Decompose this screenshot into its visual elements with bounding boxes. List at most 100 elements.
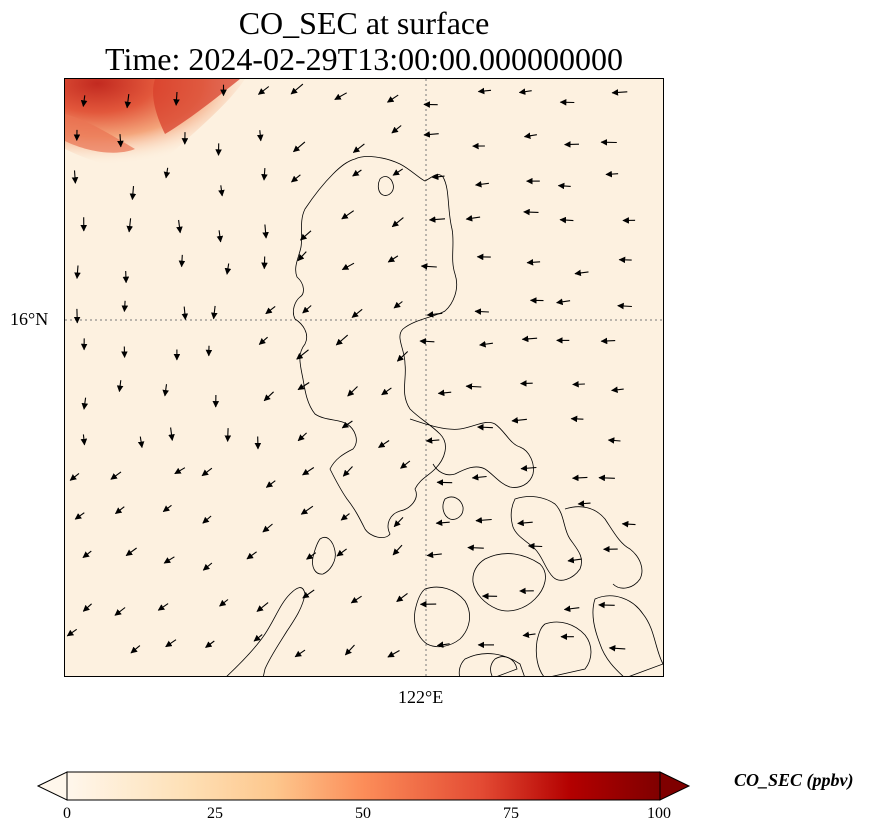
wind-arrow (130, 645, 141, 654)
wind-arrow (262, 523, 273, 533)
wind-arrow (256, 602, 269, 612)
wind-arrow (297, 251, 307, 262)
colorbar-gradient (66, 771, 661, 801)
wind-arrow (181, 306, 189, 321)
wind-arrow (611, 89, 628, 96)
wind-arrow (393, 517, 404, 528)
wind-arrow (302, 305, 312, 314)
wind-arrow (306, 552, 317, 560)
wind-arrow (224, 263, 232, 275)
wind-arrow (436, 641, 450, 648)
wind-arrow (428, 216, 446, 223)
wind-arrow (71, 170, 79, 184)
wind-arrow (162, 384, 169, 397)
wind-arrow (205, 640, 215, 648)
wind-arrow (420, 263, 437, 270)
wind-arrow (300, 230, 312, 241)
wind-arrow (391, 217, 404, 228)
wind-arrow (419, 338, 435, 345)
wind-arrow (342, 466, 353, 477)
colorbar-extend-min (36, 771, 68, 801)
wind-arrow (396, 351, 409, 362)
wind-arrow (598, 474, 615, 482)
wind-arrow (125, 547, 137, 557)
wind-arrow (347, 386, 358, 397)
wind-arrow (168, 427, 175, 441)
wind-arrow (608, 644, 626, 652)
co-plume (65, 79, 245, 170)
wind-arrow (202, 562, 213, 571)
wind-arrow (391, 125, 402, 134)
wind-arrow (392, 168, 404, 176)
wind-arrow (202, 515, 212, 524)
wind-arrow (110, 471, 122, 480)
wind-arrow (607, 437, 621, 444)
map-time-subtitle: Time: 2024-02-29T13:00:00.000000000 (105, 41, 623, 77)
colorbar-tick-50: 50 (355, 805, 371, 822)
wind-arrow (256, 130, 264, 142)
colorbar-tick-75: 75 (503, 805, 519, 822)
coastlines (226, 156, 663, 676)
wind-arrow (137, 436, 145, 449)
wind-arrow (521, 335, 538, 343)
wind-arrow (522, 631, 536, 639)
wind-arrow (611, 386, 624, 394)
wind-arrow (381, 387, 392, 396)
wind-arrow (435, 519, 450, 527)
wind-arrow (574, 269, 589, 277)
wind-arrow (474, 180, 489, 188)
wind-arrow (176, 219, 183, 234)
wind-arrow (423, 131, 439, 138)
wind-arrow (294, 649, 306, 658)
wind-arrow (378, 440, 390, 448)
wind-arrow (570, 415, 584, 423)
wind-arrow (290, 174, 301, 183)
colorbar-tick-0: 0 (63, 805, 71, 822)
wind-arrow (350, 595, 362, 604)
colorbar-extend-max (659, 771, 691, 801)
wind-arrow (467, 544, 484, 552)
wind-arrow (117, 134, 124, 148)
wind-arrow (426, 551, 442, 559)
wind-arrow (300, 505, 314, 515)
wind-arrow (511, 416, 527, 424)
wind-arrow (216, 230, 224, 243)
wind-arrow (219, 599, 229, 607)
wind-arrow (263, 391, 274, 402)
wind-arrow (571, 474, 588, 482)
wind-arrow (302, 589, 315, 599)
wind-arrow (265, 305, 276, 315)
wind-arrow (437, 389, 452, 397)
gridlines (65, 79, 663, 676)
wind-arrow (265, 480, 276, 488)
wind-arrow (163, 556, 175, 564)
wind-arrow (297, 382, 310, 391)
wind-arrow (129, 186, 137, 201)
wind-arrow (201, 467, 213, 477)
wind-arrow (523, 208, 539, 216)
wind-arrow (211, 305, 218, 320)
wind-arrow (163, 167, 171, 179)
wind-arrow (474, 308, 489, 315)
wind-arrow (124, 94, 132, 109)
wind-arrow (526, 258, 541, 266)
wind-arrow (74, 512, 85, 520)
wind-arrow (475, 516, 492, 524)
wind-arrow (563, 605, 580, 613)
wind-arrow (297, 432, 307, 442)
wind-arrow (392, 544, 403, 556)
wind-arrow (258, 336, 268, 345)
wind-arrow (165, 639, 177, 648)
wind-arrow (556, 298, 571, 306)
wind-arrow (114, 607, 126, 616)
wind-arrow (479, 340, 493, 348)
latitude-tick-label: 16°N (10, 309, 49, 329)
wind-arrow (81, 397, 89, 410)
wind-arrow (82, 603, 92, 612)
wind-arrow (387, 650, 400, 658)
wind-arrow (527, 542, 543, 550)
wind-arrow (261, 168, 268, 181)
wind-arrow (162, 504, 172, 513)
wind-arrow (572, 380, 585, 388)
wind-arrow (257, 86, 270, 95)
